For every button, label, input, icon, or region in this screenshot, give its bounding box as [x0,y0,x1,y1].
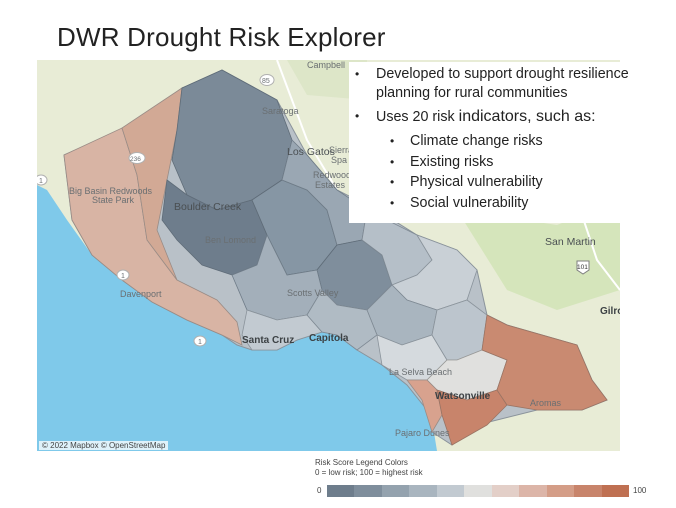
legend-swatch [519,485,547,497]
sub-bullet-existing: Existing risks [349,152,661,173]
label-state-park: State Park [92,195,135,205]
ocean [37,185,437,451]
label-estates: Estates [315,180,346,190]
label-watsonville: Watsonville [435,391,491,402]
label-aromas: Aromas [530,398,562,408]
legend-color-bar [327,485,629,497]
legend-swatch [491,485,520,497]
sub-bullet-climate: Climate change risks [349,131,661,152]
svg-text:1: 1 [198,339,202,346]
label-scotts-valley: Scotts Valley [287,288,339,298]
label-big-basin: Big Basin Redwoods [69,186,153,196]
legend-swatch [381,485,410,497]
label-campbell: Campbell [307,60,345,70]
svg-text:85: 85 [262,78,270,85]
label-los-gatos: Los Gatos [287,146,335,158]
bullet-purpose: Developed to support drought resilience … [349,65,661,103]
highway-1-shield-north: 1 [37,174,48,186]
label-capitola: Capitola [309,333,349,344]
legend-title: Risk Score Legend Colors [315,458,408,467]
legend-swatch [327,485,355,497]
legend-min-label: 0 [317,486,322,495]
region-live-oak[interactable] [306,289,378,351]
risk-legend: Risk Score Legend Colors 0 = low risk; 1… [315,458,675,497]
bullet-indicators-prefix: Uses 20 risk [376,109,459,125]
map-attribution[interactable]: © 2022 Mapbox © OpenStreetMap [39,441,169,450]
svg-text:1: 1 [39,178,43,185]
label-gilroy: Gilro [600,306,620,317]
svg-text:1: 1 [121,273,125,280]
legend-swatch [546,485,575,497]
highway-1-shield-davenport: 1 [116,269,130,281]
legend-swatch [574,485,602,497]
label-spa: Spa [331,155,347,165]
region-watsonville[interactable] [436,389,508,446]
label-sierra: Sierra [329,145,353,155]
legend-swatch [601,485,629,497]
road [276,60,338,191]
svg-text:236: 236 [130,156,141,163]
bullet-indicators-suffix: , such as: [527,108,596,125]
label-pajaro-dunes: Pajaro Dunes [395,428,450,438]
label-santa-cruz: Santa Cruz [242,335,294,346]
label-davenport: Davenport [120,289,162,299]
label-boulder-creek: Boulder Creek [174,201,242,213]
label-la-selva-beach: La Selva Beach [389,367,452,377]
slide-title: DWR Drought Risk Explorer [57,22,386,52]
highway-85-shield: 85 [259,74,275,86]
label-redwood: Redwood [313,170,351,180]
bullet-indicators: Uses 20 risk indicators, such as: [349,107,661,127]
legend-max-label: 100 [633,486,647,495]
highway-236-shield: 236 [128,152,146,164]
highway-1-shield-santacruz: 1 [193,335,207,347]
bullet-list: Developed to support drought resilience … [349,65,661,213]
bullet-indicators-emph: indicators [458,108,528,125]
highway-101-shield: 101 [576,260,590,275]
sub-bullet-social: Social vulnerability [349,193,661,214]
label-san-martin: San Martin [545,236,596,248]
label-saratoga: Saratoga [262,106,299,116]
legend-subtitle: 0 = low risk; 100 = highest risk [315,468,423,477]
label-ben-lomond: Ben Lomond [205,235,256,245]
legend-swatch [354,485,382,497]
bullet-panel: Developed to support drought resilience … [349,62,661,223]
legend-swatch [409,485,437,497]
sub-bullet-physical: Physical vulnerability [349,172,661,193]
legend-swatch [436,485,465,497]
legend-swatch [464,485,492,497]
svg-text:101: 101 [577,264,588,271]
region-santa-cruz-city[interactable] [241,309,323,351]
urban-area [287,60,367,100]
park-area [457,200,620,310]
region-pajaro-valley-east[interactable] [481,314,608,411]
